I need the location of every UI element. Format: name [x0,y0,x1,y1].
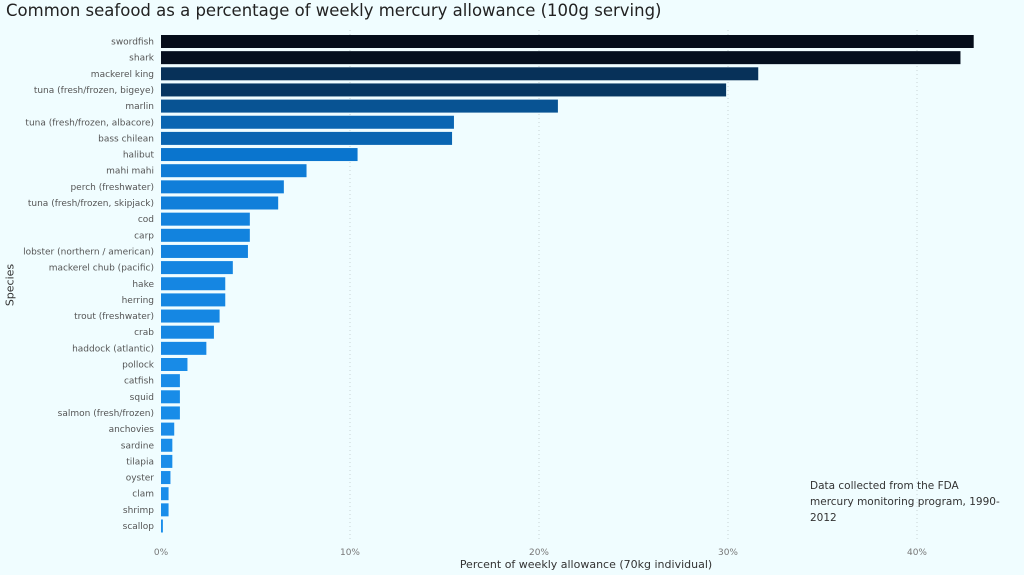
category-label: marlin [125,102,154,112]
category-label: cod [138,215,154,225]
x-tick-label: 40% [907,548,927,558]
bar [161,51,961,65]
bar [161,374,180,388]
category-label: anchovies [109,425,155,435]
category-label: squid [130,393,154,403]
bar [161,358,188,371]
bar [161,438,173,452]
category-label: mackerel chub (pacific) [49,264,154,274]
bar [161,503,169,517]
category-label: shrimp [123,506,154,516]
bar [161,309,220,323]
category-label: lobster (northern / american) [23,247,154,257]
bar [161,228,250,242]
category-label: shark [129,54,155,64]
category-label: sardine [121,441,155,451]
bar [161,115,454,129]
bar [161,325,214,339]
category-label: bass chilean [98,134,154,144]
bar [161,244,248,258]
category-label: tuna (fresh/frozen, albacore) [25,118,154,128]
category-label: salmon (fresh/frozen) [58,409,154,419]
bar [161,212,250,226]
bar [161,454,173,468]
x-axis-label: Percent of weekly allowance (70kg indivi… [459,558,713,571]
category-label: trout (freshwater) [74,312,154,322]
category-label: oyster [126,474,155,484]
bar [161,131,453,145]
category-label: tuna (fresh/frozen, skipjack) [28,199,154,209]
bar [161,180,284,194]
bar [161,83,727,97]
bar [161,164,307,178]
bar [161,422,175,436]
bar [161,341,207,355]
bar [161,406,180,420]
category-label: swordfish [111,38,154,48]
x-tick-label: 20% [529,548,549,558]
bar [161,35,974,48]
bar [161,196,279,210]
category-label: herring [122,296,154,306]
x-tick-label: 30% [718,548,738,558]
chart-title: Common seafood as a percentage of weekly… [6,1,662,20]
category-label: crab [134,328,154,338]
category-label: hake [132,280,154,290]
bar [161,293,226,307]
bar [161,471,171,485]
x-tick-label: 0% [154,548,169,558]
bar [161,99,558,113]
bar [161,390,180,404]
category-label: mahi mahi [106,167,154,177]
category-label: haddock (atlantic) [72,344,154,354]
x-tick-label: 10% [340,548,360,558]
chart-annotation: Data collected from the FDA mercury moni… [810,480,1000,524]
category-label: perch (freshwater) [70,183,154,193]
bar [161,487,169,501]
category-label: mackerel king [91,70,154,80]
category-label: scallop [123,522,155,532]
category-label: tuna (fresh/frozen, bigeye) [34,86,154,96]
category-label: carp [134,231,154,241]
bar [161,277,226,291]
bar [161,148,358,162]
bar [161,519,163,533]
bar [161,261,233,275]
category-label: pollock [122,361,155,371]
category-label: halibut [123,151,155,161]
category-label: clam [132,490,154,500]
bar [161,67,759,81]
category-label: catfish [124,377,154,387]
category-label: tilapia [126,457,154,467]
